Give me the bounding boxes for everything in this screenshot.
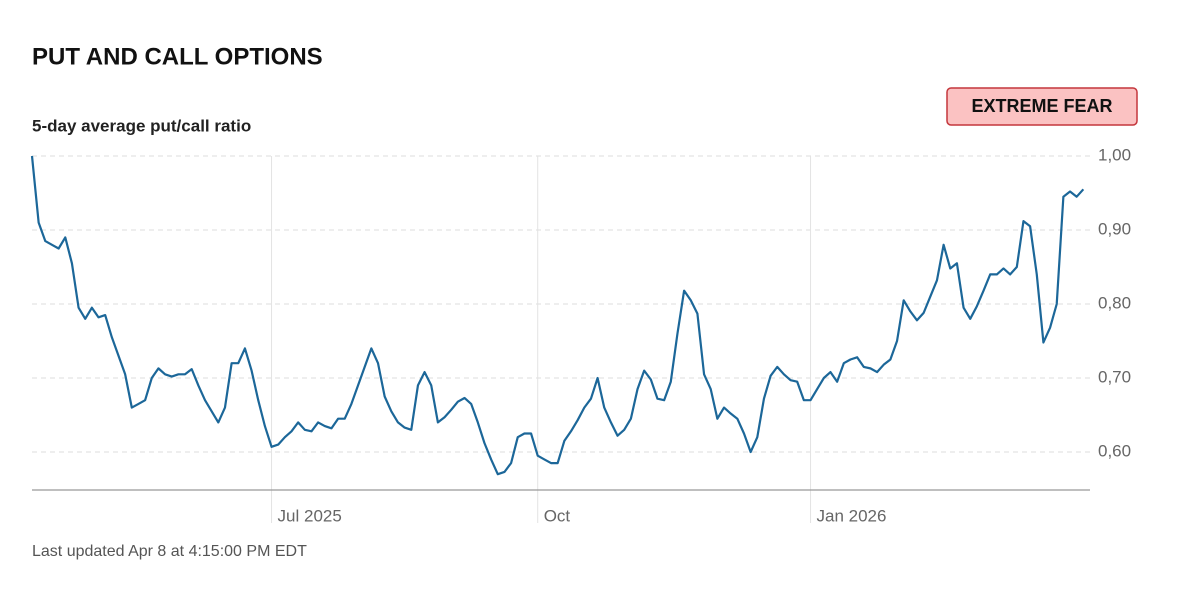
y-tick-label: 0,60	[1098, 441, 1131, 460]
data-line	[30, 155, 1085, 476]
x-tick-label: Oct	[544, 506, 571, 525]
chart-title: PUT AND CALL OPTIONS	[32, 43, 323, 70]
y-tick-label: 0,90	[1098, 219, 1131, 238]
x-tick-label: Jan 2026	[817, 506, 887, 525]
y-tick-label: 0,80	[1098, 293, 1131, 312]
rating-badge	[946, 87, 1138, 126]
y-tick-label: 1,00	[1098, 145, 1131, 164]
x-tick-label: Jul 2025	[278, 506, 342, 525]
chart-subtitle: 5-day average put/call ratio	[32, 116, 251, 135]
rating-label: EXTREME FEAR	[971, 96, 1112, 116]
footnote: Last updated Apr 8 at 4:15:00 PM EDT	[32, 543, 307, 560]
y-tick-label: 0,70	[1098, 367, 1131, 386]
